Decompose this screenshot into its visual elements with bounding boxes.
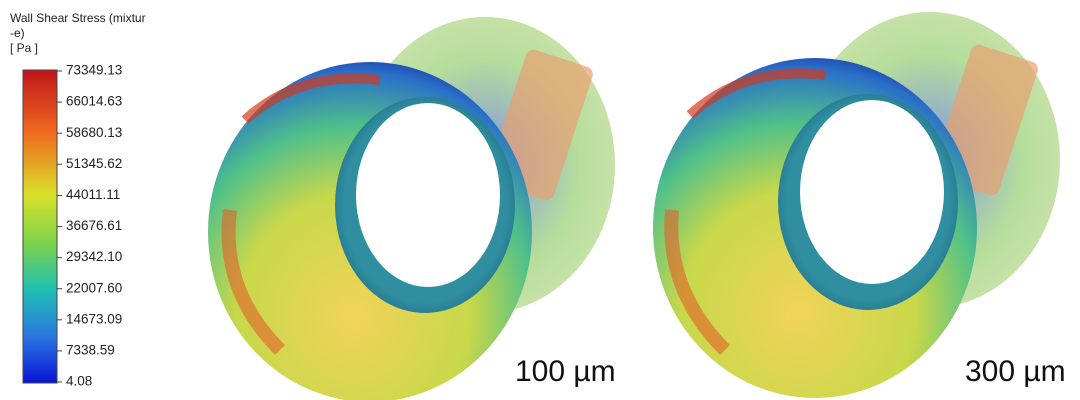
panel-label: 300 µm [965, 355, 1066, 388]
tick-label: 66014.63 [66, 94, 122, 109]
tick-label: 7338.59 [66, 342, 115, 357]
legend-title: -e) [10, 26, 25, 40]
panel-100: 100 µm [208, 17, 616, 400]
legend-unit: [ Pa ] [10, 41, 38, 55]
opening [800, 100, 944, 284]
tick-label: 58680.13 [66, 125, 122, 140]
legend-ticks: 73349.13 66014.63 58680.13 51345.62 44011.11… [57, 63, 122, 389]
legend-title: Wall Shear Stress (mixtur [10, 11, 146, 25]
panel-label: 100 µm [515, 355, 616, 388]
tick-label: 36676.61 [66, 218, 122, 233]
tick-label: 22007.60 [66, 280, 122, 295]
tick-label: 4.08 [66, 374, 92, 389]
tick-label: 29342.10 [66, 249, 122, 264]
figure: Wall Shear Stress (mixtur -e) [ Pa ] 733… [0, 0, 1080, 400]
tick-label: 73349.13 [66, 63, 122, 78]
panel-300: 300 µm [653, 12, 1066, 398]
tick-label: 44011.11 [66, 187, 120, 202]
tick-label: 14673.09 [66, 311, 122, 326]
opening [356, 103, 500, 287]
tick-label: 51345.62 [66, 156, 122, 171]
color-bar [23, 70, 57, 383]
